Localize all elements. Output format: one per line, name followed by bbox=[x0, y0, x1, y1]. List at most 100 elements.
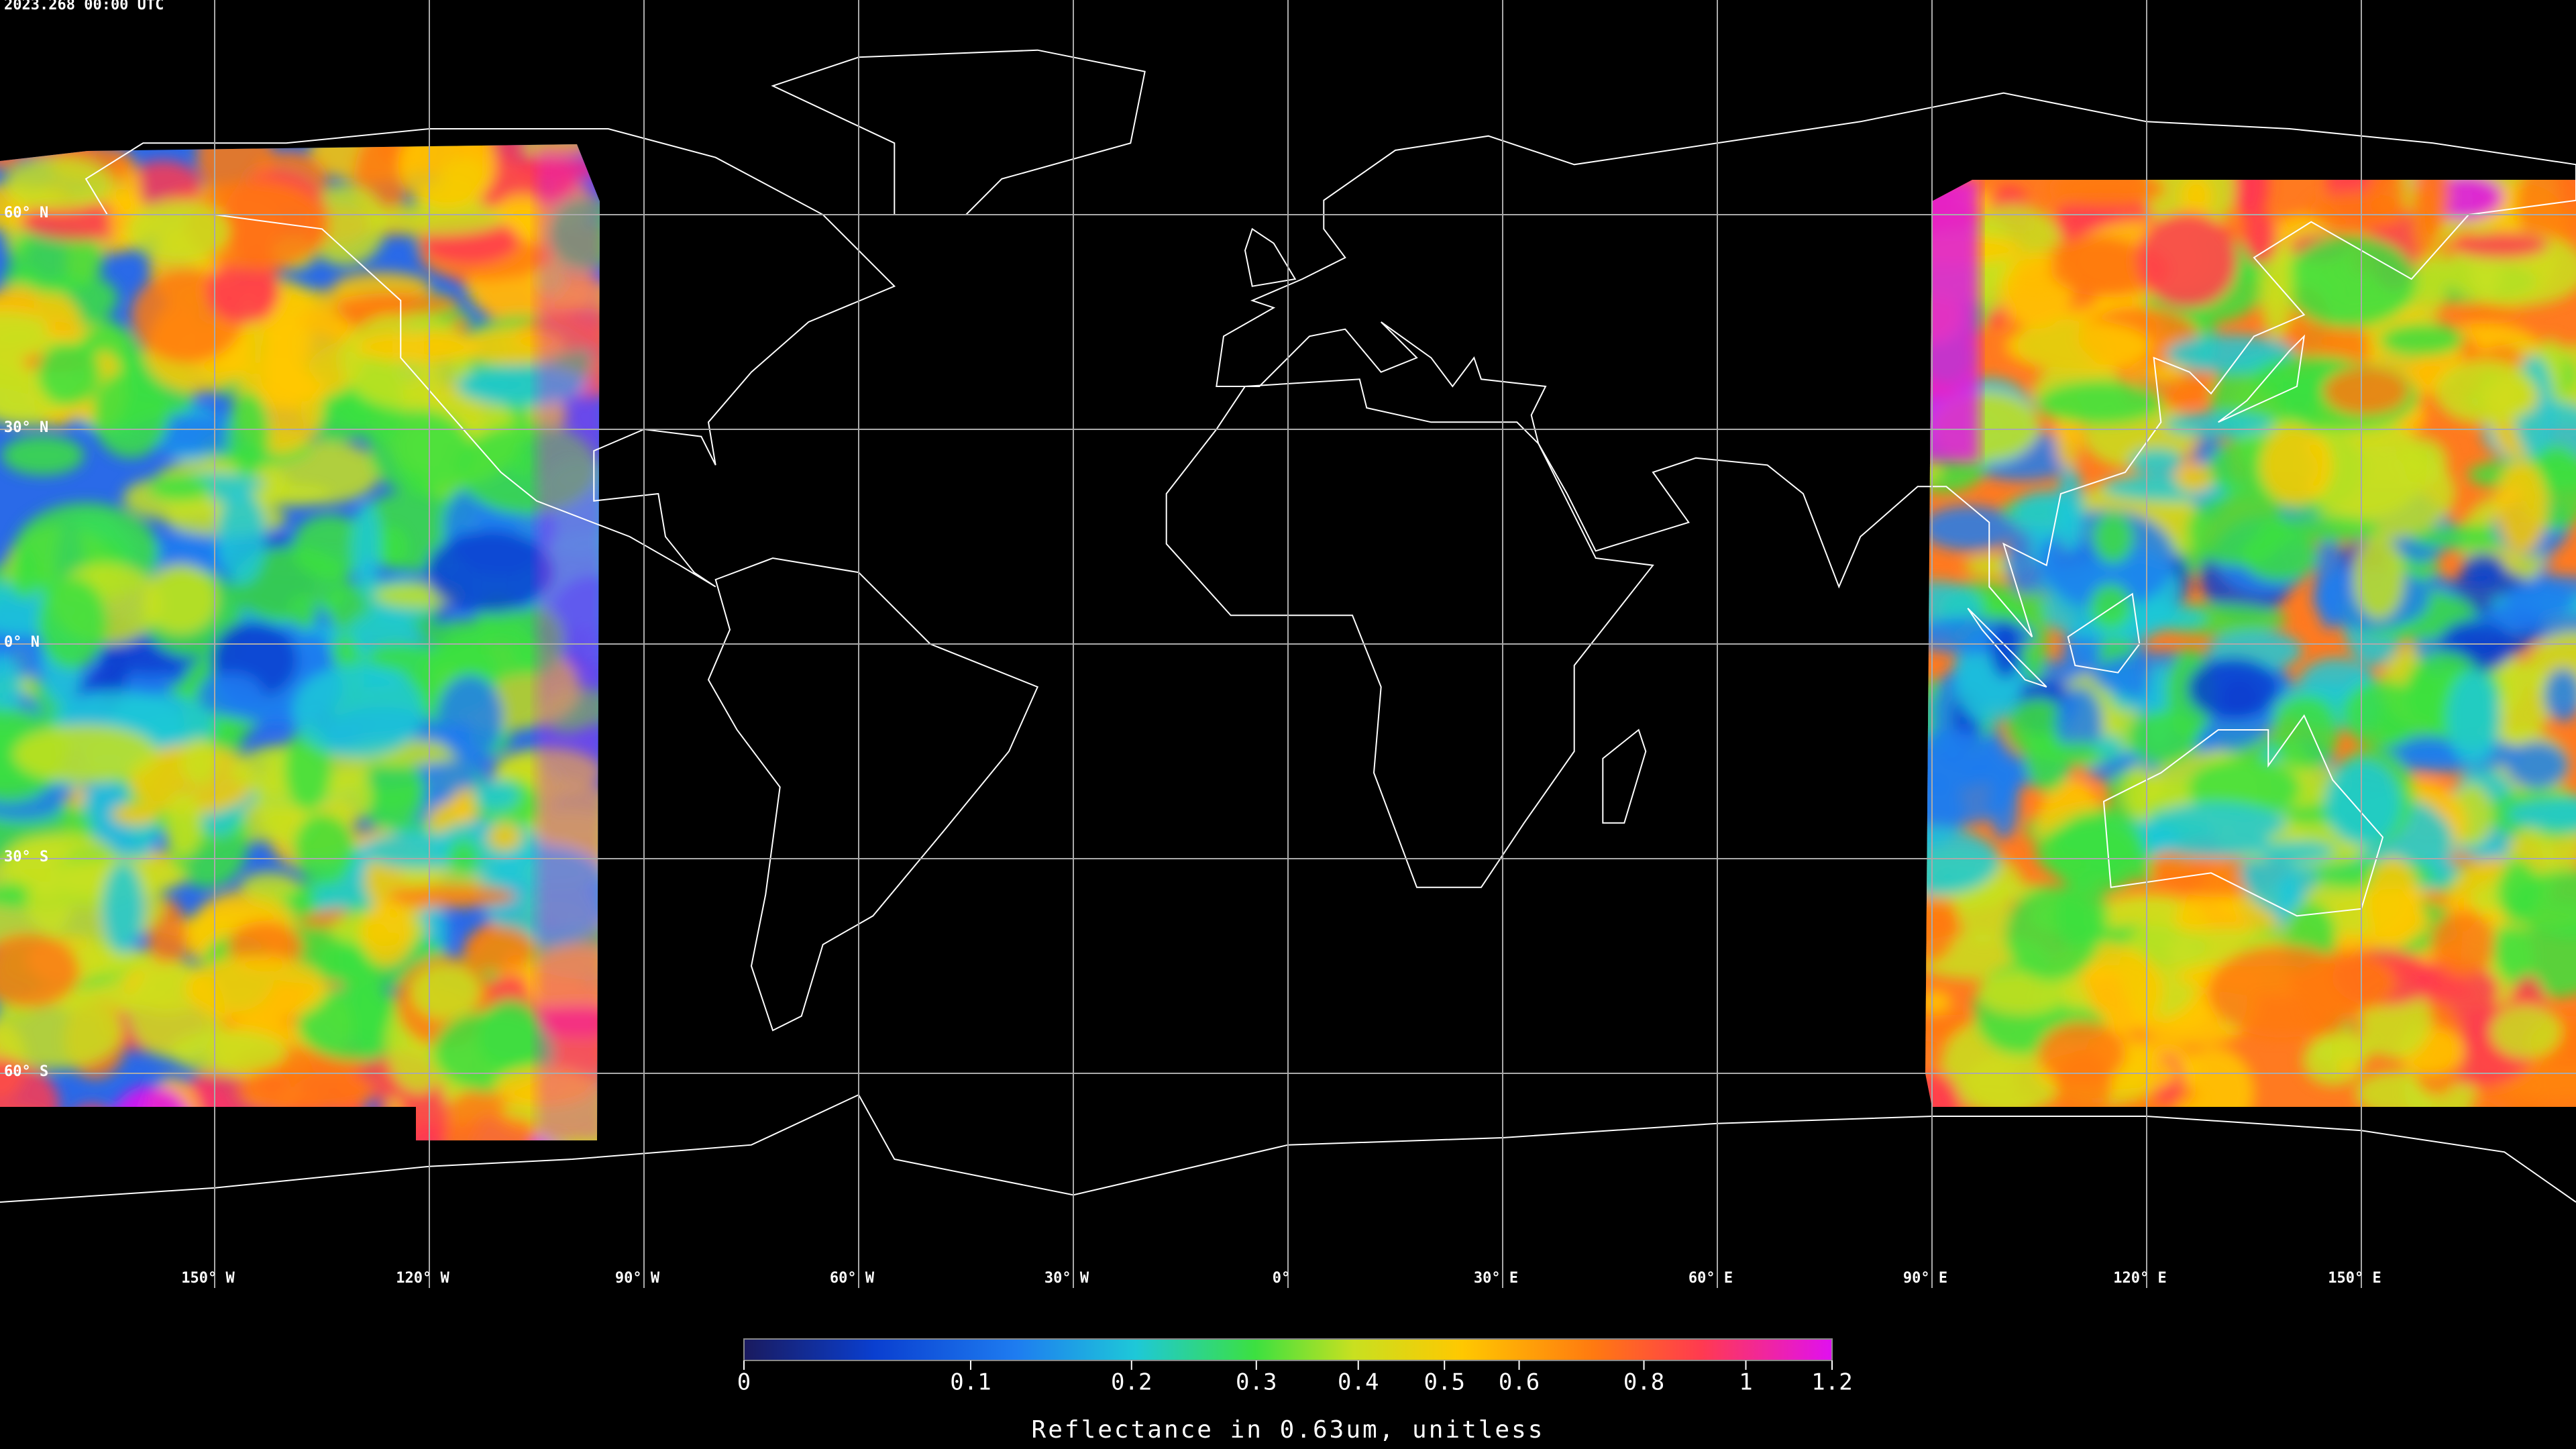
cloud bbox=[374, 525, 409, 569]
colorbar-tick-label: 0.3 bbox=[1236, 1369, 1277, 1396]
cloud bbox=[2447, 669, 2501, 766]
longitude-label: 0° bbox=[1273, 1270, 1291, 1287]
cloud bbox=[2365, 857, 2420, 949]
cloud bbox=[293, 812, 356, 886]
cloud bbox=[2461, 552, 2506, 586]
colorbar-tick-label: 0.5 bbox=[1424, 1369, 1465, 1396]
cloud bbox=[1925, 729, 2023, 826]
cloud bbox=[2048, 180, 2165, 209]
cloud bbox=[2322, 366, 2409, 415]
cloud bbox=[245, 485, 331, 506]
cloud bbox=[2129, 448, 2184, 475]
cloud bbox=[3, 156, 113, 211]
longitude-label: 150° E bbox=[2328, 1270, 2381, 1287]
cloud bbox=[1, 435, 85, 476]
longitude-label: 60° E bbox=[1688, 1270, 1733, 1287]
coastline bbox=[2102, 714, 2384, 917]
cloud bbox=[2127, 710, 2198, 764]
cloud bbox=[1925, 990, 1951, 1014]
cloud bbox=[2451, 231, 2548, 259]
cloud bbox=[2220, 678, 2259, 719]
colorbar: 0 0.1 0.2 0.3 0.4 0.5 0.6 0.8 1 1.2 bbox=[737, 1338, 1853, 1396]
cloud bbox=[2259, 238, 2294, 339]
cloud bbox=[2298, 952, 2396, 1014]
cloud bbox=[2093, 512, 2133, 564]
cloud bbox=[425, 530, 555, 613]
cloud bbox=[2094, 735, 2123, 757]
cloud bbox=[38, 578, 108, 669]
cloud bbox=[92, 369, 170, 458]
cloud bbox=[2506, 741, 2569, 789]
coastline bbox=[2067, 592, 2141, 674]
graticule: 60° N 30° N 0° N 30° S 60° S 150° W 120° W 90° … bbox=[0, 0, 2576, 1288]
cloud bbox=[2005, 885, 2100, 981]
coastline bbox=[2218, 334, 2306, 423]
cloud bbox=[2078, 201, 2125, 229]
cloud bbox=[2544, 668, 2576, 722]
cloud bbox=[2259, 426, 2332, 504]
cloud bbox=[2235, 180, 2269, 223]
cloud bbox=[237, 1069, 376, 1112]
cloud bbox=[2006, 698, 2070, 756]
cloud bbox=[2496, 861, 2539, 924]
coastline bbox=[0, 1093, 2576, 1203]
longitude-label: 30° W bbox=[1044, 1270, 1089, 1287]
cloud bbox=[2164, 411, 2275, 437]
cloud bbox=[2004, 320, 2152, 372]
cloud bbox=[13, 724, 158, 784]
cloud bbox=[2143, 802, 2290, 858]
longitude-label: 60° W bbox=[830, 1270, 875, 1287]
colorbar-tick-label: 0.1 bbox=[950, 1369, 991, 1396]
cloud bbox=[399, 1069, 447, 1140]
timestamp: 2023.268 00:00 UTC bbox=[4, 0, 164, 13]
coastline bbox=[1602, 729, 1647, 824]
colorbar-tick-label: 0.6 bbox=[1499, 1369, 1540, 1396]
cloud bbox=[325, 768, 372, 824]
longitude-label: 30° E bbox=[1474, 1270, 1518, 1287]
latitude-label: 60° S bbox=[4, 1063, 48, 1080]
cloud bbox=[0, 991, 123, 1070]
cloud bbox=[185, 955, 327, 1023]
cloud bbox=[124, 160, 203, 211]
cloud bbox=[2035, 822, 2137, 882]
cloud bbox=[20, 203, 133, 241]
cloud bbox=[1925, 505, 2018, 551]
cloud bbox=[1925, 883, 1957, 964]
cloud bbox=[353, 971, 385, 1061]
cloud bbox=[2324, 759, 2401, 845]
cloud bbox=[2455, 301, 2521, 325]
swath bbox=[0, 144, 600, 1140]
cloud bbox=[474, 780, 520, 811]
cloud bbox=[148, 474, 210, 501]
cloud bbox=[289, 595, 317, 629]
colorbar-tick-label: 1 bbox=[1739, 1369, 1752, 1396]
cloud bbox=[2310, 1034, 2377, 1064]
cloud bbox=[2380, 322, 2464, 357]
longitude-label: 120° W bbox=[396, 1270, 449, 1287]
cloud bbox=[0, 311, 50, 343]
coastline bbox=[1967, 607, 2047, 688]
cloud bbox=[356, 331, 481, 363]
latitude-label: 30° S bbox=[4, 849, 48, 865]
cloud bbox=[2430, 910, 2496, 977]
colorbar-ramp bbox=[743, 1338, 1833, 1361]
cloud bbox=[292, 664, 424, 758]
cloud bbox=[2300, 417, 2427, 519]
cloud bbox=[352, 502, 381, 594]
cloud bbox=[2174, 1046, 2255, 1107]
cloud bbox=[2284, 235, 2417, 329]
coastline bbox=[85, 128, 896, 588]
longitude-label: 120° E bbox=[2113, 1270, 2166, 1287]
colorbar-tick-label: 0.2 bbox=[1111, 1369, 1152, 1396]
cloud bbox=[2243, 213, 2277, 264]
cloud bbox=[463, 926, 537, 973]
longitude-label: 90° E bbox=[1903, 1270, 1947, 1287]
cloud bbox=[356, 756, 425, 829]
coastline bbox=[1165, 378, 1654, 888]
cloud bbox=[2037, 1021, 2126, 1086]
cloud bbox=[2090, 583, 2132, 630]
imagery bbox=[0, 144, 2576, 1140]
cloud bbox=[1990, 619, 2022, 679]
cloud bbox=[2165, 334, 2297, 374]
